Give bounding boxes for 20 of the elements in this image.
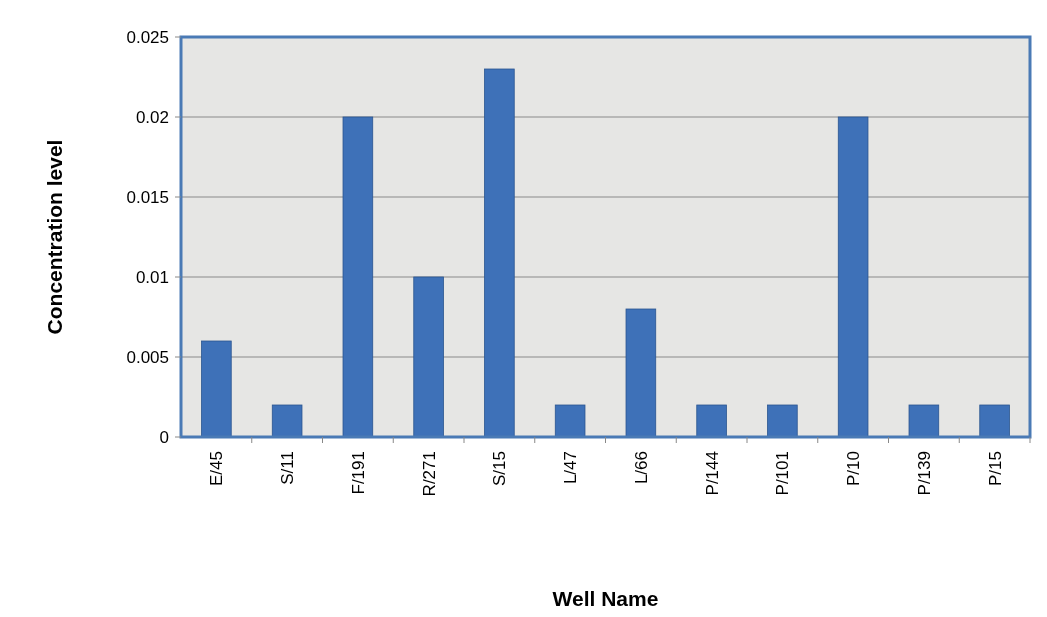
y-tick-label: 0.02 [135, 107, 169, 127]
x-axis-title: Well Name [552, 587, 659, 610]
y-tick-label: 0.01 [135, 267, 169, 287]
x-tick-label: S/15 [490, 451, 510, 486]
x-tick-label: P/10 [844, 451, 864, 486]
x-tick-label: P/144 [702, 451, 722, 496]
x-tick-label: P/15 [985, 451, 1005, 486]
x-tick-label: L/66 [631, 451, 651, 485]
y-tick-label: 0.015 [126, 187, 169, 207]
y-tick-label: 0.005 [126, 347, 169, 367]
y-tick-label: 0 [159, 427, 169, 447]
x-tick-label: P/101 [773, 451, 793, 496]
x-tick-label: E/45 [207, 451, 227, 486]
y-tick-label: 0.025 [126, 27, 169, 47]
x-tick-label: R/271 [419, 451, 439, 497]
y-axis-title: Concentration level [43, 139, 66, 335]
x-tick-label: P/139 [914, 451, 934, 496]
x-tick-label: F/191 [348, 451, 368, 495]
x-tick-label: L/47 [561, 451, 581, 485]
x-tick-label: S/11 [278, 451, 298, 485]
